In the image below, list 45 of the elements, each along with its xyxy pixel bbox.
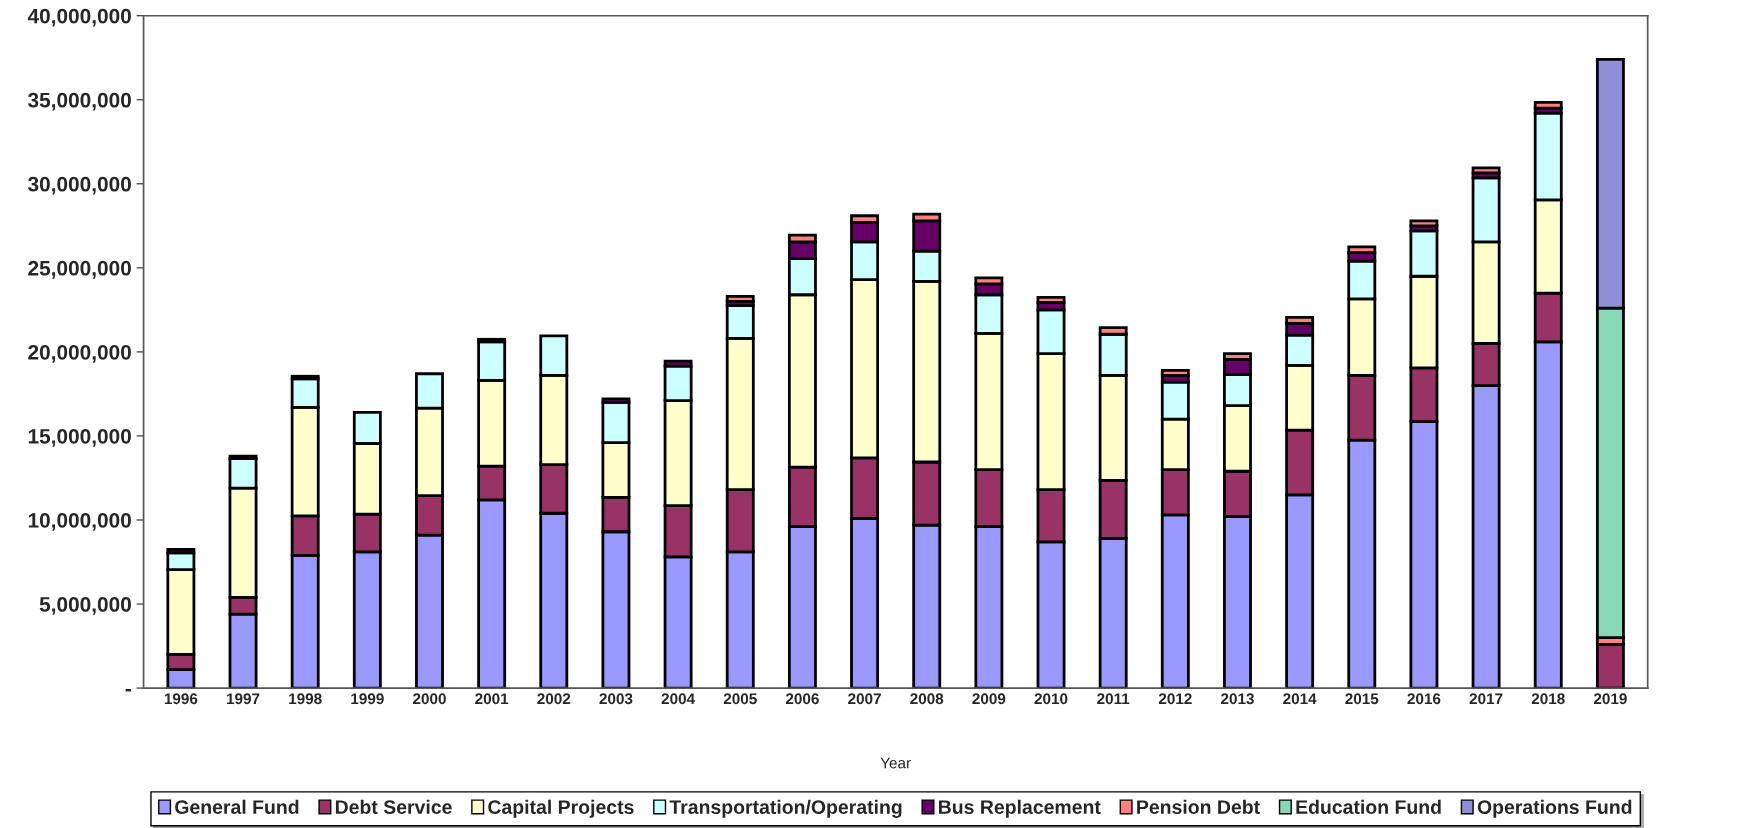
- x-tick-label: 1997: [227, 693, 260, 705]
- legend-label: Pension Debt: [1137, 799, 1260, 814]
- x-tick-label: 2009: [972, 693, 1006, 705]
- x-tick-label: 1998: [289, 693, 322, 705]
- x-tick-label: 2013: [1221, 693, 1254, 705]
- x-tick-label: 2011: [1097, 693, 1130, 705]
- x-tick-label: 2008: [910, 693, 944, 705]
- x-tick-label: 2005: [723, 693, 757, 705]
- bar: [725, 295, 755, 303]
- y-tick-label: 20,000,000: [28, 344, 131, 363]
- x-tick-label: 2019: [1593, 693, 1627, 705]
- legend-label: Education Fund: [1296, 799, 1441, 814]
- y-tick-label: 30,000,000: [28, 176, 131, 195]
- x-tick-label: 2010: [1034, 693, 1068, 705]
- x-axis-title: Year: [880, 757, 911, 769]
- y-tick-label: 40,000,000: [27, 8, 131, 27]
- bar: [1471, 166, 1501, 175]
- y-tick-label: 15,000,000: [28, 428, 131, 447]
- x-tick-label: 2002: [537, 693, 571, 705]
- legend-label: Debt Service: [335, 799, 452, 814]
- legend-label: Capital Projects: [488, 799, 634, 818]
- x-tick-label: 2016: [1407, 693, 1441, 705]
- bar: [1409, 219, 1439, 228]
- x-tick-label: 1999: [351, 693, 384, 705]
- y-tick-label: 10,000,000: [28, 512, 131, 531]
- x-tick-label: 2007: [848, 693, 881, 705]
- legend-label: Transportation/Operating: [669, 799, 902, 818]
- x-tick-label: 2015: [1345, 693, 1379, 705]
- y-tick-label: 5,000,000: [39, 597, 131, 615]
- y-tick-label: 25,000,000: [28, 260, 131, 279]
- x-tick-label: 1996: [164, 693, 198, 705]
- legend-label: Bus Replacement: [939, 799, 1101, 818]
- x-tick-label: 2018: [1531, 693, 1565, 705]
- x-tick-label: 2006: [785, 693, 819, 705]
- legend-label: Operations Fund: [1477, 799, 1632, 818]
- x-tick-label: 2001: [475, 693, 509, 705]
- x-tick-label: 2012: [1158, 693, 1192, 705]
- x-tick-label: 2004: [661, 693, 696, 705]
- y-tick-label: -: [125, 688, 131, 692]
- y-tick-label: 35,000,000: [28, 92, 131, 111]
- x-tick-label: 2017: [1469, 693, 1503, 705]
- x-tick-label: 2003: [599, 693, 633, 705]
- legend-label: General Fund: [175, 799, 299, 814]
- x-tick-label: 2014: [1283, 693, 1317, 705]
- x-tick-label: 2000: [413, 693, 446, 705]
